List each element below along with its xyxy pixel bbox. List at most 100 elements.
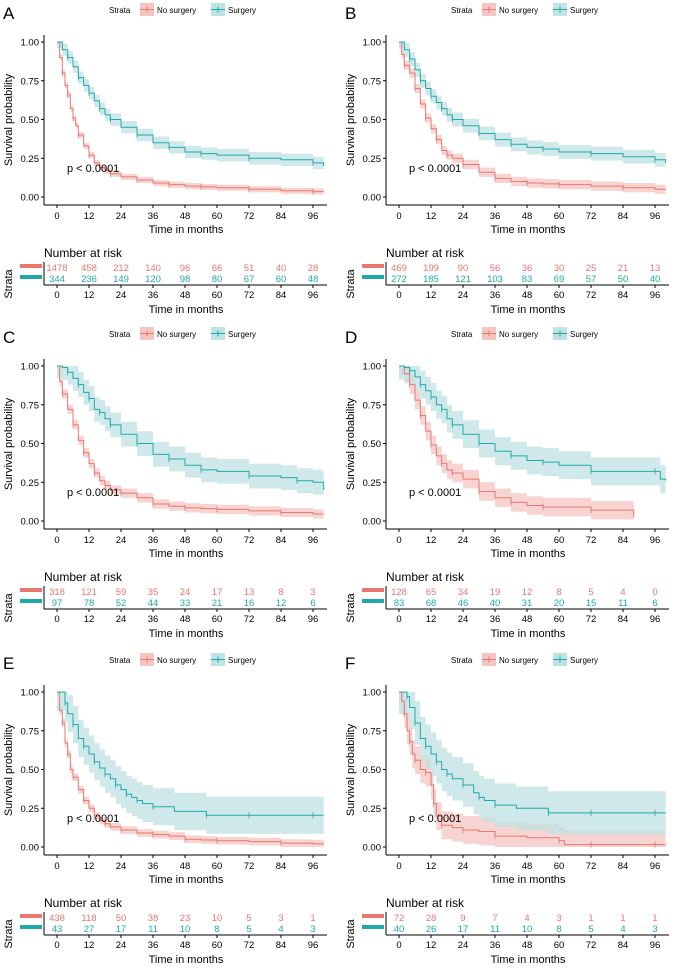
x-tick-label: 0 [54,861,59,872]
risk-count-surgery: 15 [586,598,597,609]
panel-a: A Strata No surgery Surgery 0.00 0.25 0.50 0.75… [0,0,342,325]
legend-item-surgery: Surgery [211,653,256,666]
x-tick-label: 24 [116,211,127,222]
y-tick-label: 0.25 [363,804,382,815]
risk-x-axis-title: Time in months [149,628,224,640]
risk-count-surgery: 4 [620,924,625,935]
risk-x-tick-label: 96 [650,940,661,951]
risk-count-no-surgery: 5 [588,587,593,598]
risk-x-axis-title: Time in months [149,304,224,316]
risk-count-no-surgery: 8 [556,587,561,598]
x-tick-label: 48 [180,535,191,546]
risk-x-tick-label: 12 [426,290,437,301]
risk-count-no-surgery: 65 [426,587,437,598]
risk-count-no-surgery: 10 [212,913,223,924]
risk-count-no-surgery: 96 [180,263,191,274]
y-tick-label: 1.00 [363,362,382,373]
x-tick-label: 24 [458,861,469,872]
risk-count-no-surgery: 458 [81,263,97,274]
risk-count-no-surgery: 5 [246,913,251,924]
risk-count-surgery: 11 [148,924,158,935]
legend-title: Strata [109,330,131,339]
risk-count-no-surgery: 7 [492,913,497,924]
risk-count-surgery: 16 [244,598,255,609]
risk-x-tick-label: 48 [180,940,191,951]
risk-table: Number at risk Strata 1478 458 212 140 96 66 51 4… [3,246,327,316]
risk-table-ylabel: Strata [345,918,357,948]
km-plot-svg: A Strata No surgery Surgery 0.00 0.25 0.50 0.75… [3,3,327,316]
risk-x-tick-label: 24 [458,940,469,951]
x-tick-label: 36 [490,861,501,872]
risk-x-tick-label: 0 [396,614,401,625]
x-tick-label: 48 [522,535,533,546]
risk-table-title: Number at risk [44,896,123,910]
risk-strata-key-surgery [362,275,384,279]
x-tick-label: 84 [276,211,287,222]
risk-x-tick-label: 24 [116,614,127,625]
p-value-annotation: p < 0.0001 [67,813,119,825]
ci-band-no-surgery [399,366,634,521]
risk-x-tick-label: 48 [180,290,191,301]
risk-count-surgery: 12 [276,598,287,609]
risk-count-no-surgery: 118 [81,913,96,924]
risk-count-surgery: 17 [458,924,469,935]
risk-x-tick-label: 48 [522,940,533,951]
panel-b: B Strata No surgery Surgery 0.00 0.25 0.50 0.75… [342,0,684,325]
panel-label: C [3,328,15,347]
y-tick-label: 0.00 [21,843,40,854]
risk-count-no-surgery: 1 [310,913,315,924]
x-tick-label: 36 [490,535,501,546]
risk-count-no-surgery: 128 [391,587,407,598]
risk-x-tick-label: 96 [308,614,319,625]
legend-item-no-surgery: No surgery [140,327,196,340]
risk-strata-key-surgery [20,599,42,603]
legend-title: Strata [451,656,473,665]
risk-count-surgery: 11 [490,924,500,935]
legend-label: No surgery [157,330,196,339]
legend-item-no-surgery: No surgery [140,653,196,666]
x-tick-label: 96 [650,861,661,872]
risk-count-no-surgery: 13 [244,587,255,598]
risk-count-surgery: 11 [618,598,628,609]
risk-count-no-surgery: 3 [310,587,315,598]
y-tick-label: 0.75 [21,726,40,737]
legend-label: Surgery [570,656,598,665]
legend-item-no-surgery: No surgery [482,327,538,340]
panel-d: D Strata No surgery Surgery 0.00 0.25 0.50 0.75… [342,324,684,649]
risk-count-surgery: 78 [84,598,95,609]
risk-count-no-surgery: 3 [556,913,561,924]
legend-item-surgery: Surgery [553,3,598,16]
legend-label: Surgery [570,6,598,15]
risk-count-surgery: 3 [652,924,657,935]
risk-count-no-surgery: 4 [620,587,625,598]
p-value-annotation: p < 0.0001 [67,487,119,499]
risk-x-tick-label: 72 [244,940,255,951]
x-tick-label: 72 [244,535,255,546]
risk-count-no-surgery: 438 [49,913,65,924]
risk-count-surgery: 10 [180,924,191,935]
km-plot-svg: D Strata No surgery Surgery 0.00 0.25 0.50 0.75… [345,327,669,640]
risk-x-tick-label: 84 [618,290,629,301]
risk-count-surgery: 6 [310,598,315,609]
risk-x-axis-title: Time in months [491,954,566,966]
x-tick-label: 12 [84,535,95,546]
risk-x-tick-label: 0 [54,940,59,951]
x-tick-label: 24 [458,535,469,546]
risk-count-no-surgery: 23 [180,913,191,924]
x-tick-label: 48 [522,861,533,872]
risk-x-tick-label: 96 [308,290,319,301]
risk-count-surgery: 52 [116,598,127,609]
risk-count-surgery: 8 [556,924,561,935]
risk-count-no-surgery: 24 [180,587,191,598]
risk-count-no-surgery: 1 [620,913,625,924]
x-tick-label: 96 [650,535,661,546]
legend-title: Strata [451,6,473,15]
x-axis-title: Time in months [149,224,224,236]
x-tick-label: 84 [276,861,287,872]
ci-band-surgery [57,366,324,503]
risk-count-surgery: 44 [148,598,159,609]
panel-label: D [345,328,357,347]
risk-table-ylabel: Strata [3,592,15,622]
legend-label: No surgery [157,656,196,665]
